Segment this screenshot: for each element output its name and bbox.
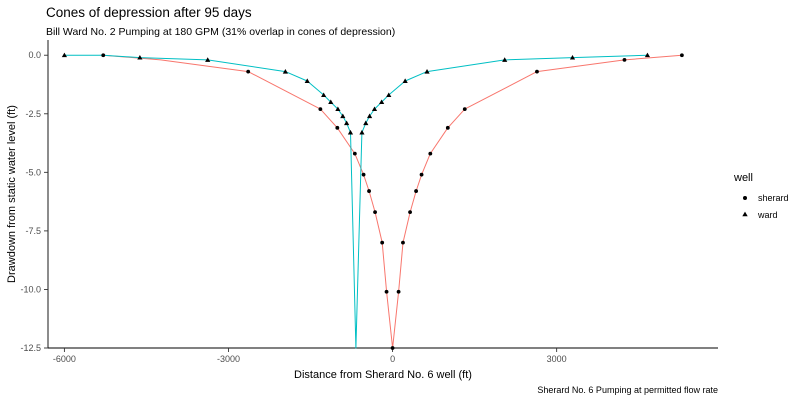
y-tick-label: 0.0 (28, 50, 41, 60)
data-point-sherard (462, 107, 467, 111)
y-tick-label: -12.5 (20, 343, 41, 353)
data-point-ward (137, 54, 143, 60)
x-axis-ticks: -6000 -3000 0 3000 (53, 348, 567, 364)
y-tick-label: -10.0 (20, 284, 41, 294)
data-point-sherard (445, 125, 450, 130)
data-point-sherard (380, 240, 385, 245)
data-point-ward (367, 113, 373, 119)
data-point-sherard (335, 125, 340, 130)
data-point-sherard (428, 151, 433, 156)
legend: well sherard ward (733, 172, 789, 220)
data-point-sherard (246, 69, 251, 74)
data-point-ward (328, 99, 334, 105)
data-point-sherard (680, 53, 684, 58)
y-axis-ticks: 0.0 -2.5 -5.0 -7.5 -10.0 -12.5 (20, 50, 48, 353)
data-point-ward (569, 54, 576, 60)
x-tick-label: 3000 (547, 354, 567, 364)
chart-title: Cones of depression after 95 days (46, 5, 252, 20)
legend-item-ward[interactable]: ward (742, 210, 778, 220)
data-point-sherard (622, 58, 627, 62)
data-point-ward (386, 92, 392, 97)
x-tick-label: 0 (390, 354, 395, 364)
chart-caption: Sherard No. 6 Pumping at permitted flow … (537, 385, 718, 395)
data-point-sherard (535, 69, 539, 74)
series-line-sherard (103, 54, 682, 349)
legend-item-sherard[interactable]: sherard (743, 193, 789, 203)
data-point-sherard (384, 289, 389, 294)
y-tick-label: -2.5 (25, 109, 41, 119)
data-point-ward (502, 57, 508, 62)
data-point-ward (340, 113, 346, 119)
series-line-ward (64, 54, 648, 349)
data-point-ward (379, 99, 385, 105)
data-point-ward (205, 57, 211, 62)
legend-key-triangle (742, 211, 748, 217)
data-point-ward (321, 92, 327, 97)
data-point-sherard (373, 210, 377, 215)
data-point-ward (359, 129, 365, 135)
legend-label-ward: ward (757, 210, 778, 220)
data-point-sherard (401, 240, 405, 245)
data-point-ward (402, 78, 408, 83)
data-point-ward (304, 78, 310, 83)
x-tick-label: -6000 (53, 354, 76, 364)
legend-title: well (733, 172, 753, 184)
legend-key-circle (743, 196, 747, 200)
data-point-ward (61, 52, 68, 58)
data-point-sherard (318, 107, 323, 111)
data-point-sherard (408, 210, 412, 215)
data-point-sherard (419, 172, 424, 177)
data-point-sherard (101, 53, 106, 58)
data-point-ward (335, 106, 341, 112)
data-point-sherard (367, 189, 371, 193)
data-point-ward (282, 69, 288, 74)
x-tick-label: -3000 (217, 354, 240, 364)
y-tick-label: -7.5 (25, 226, 41, 236)
legend-label-sherard: sherard (758, 193, 789, 203)
y-axis-label: Drawdown from static water level (ft) (6, 105, 18, 283)
data-point-ward (424, 69, 430, 74)
data-point-sherard (414, 189, 418, 193)
data-point-sherard (352, 151, 357, 156)
data-point-sherard (361, 172, 366, 177)
data-point-ward (644, 52, 651, 58)
data-point-sherard (390, 346, 395, 350)
data-point-ward (371, 106, 378, 112)
data-point-ward (347, 129, 354, 135)
data-point-ward (344, 120, 350, 126)
series-lines (64, 54, 682, 349)
x-axis-label: Distance from Sherard No. 6 well (ft) (294, 369, 472, 381)
y-tick-label: -5.0 (25, 167, 41, 177)
chart-subtitle: Bill Ward No. 2 Pumping at 180 GPM (31% … (46, 26, 395, 38)
data-point-sherard (396, 289, 401, 294)
series-points (61, 52, 684, 350)
data-point-ward (363, 120, 369, 126)
